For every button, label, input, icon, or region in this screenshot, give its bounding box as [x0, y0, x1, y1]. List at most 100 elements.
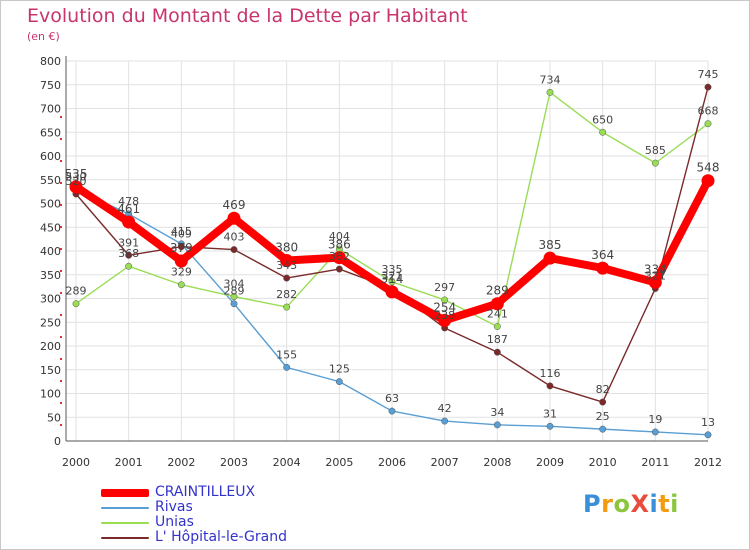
legend-label: L' Hôpital-le-Grand: [155, 529, 287, 545]
data-label: 385: [539, 238, 562, 252]
legend-item: CRAINTILLEUX: [101, 485, 287, 500]
y-tick-label: 800: [40, 55, 61, 68]
data-point: [332, 251, 346, 265]
legend-label: CRAINTILLEUX: [155, 484, 256, 500]
data-label: 19: [648, 413, 662, 426]
x-tick-label: 2012: [694, 456, 722, 469]
data-point: [438, 313, 452, 327]
legend-swatch: [101, 488, 149, 497]
data-label: 520: [66, 175, 87, 188]
data-point: [493, 323, 501, 330]
data-label: 116: [540, 367, 561, 380]
data-point: [441, 296, 449, 304]
legend-swatch: [101, 536, 149, 539]
y-tick-label: 150: [40, 364, 61, 377]
data-point: [385, 285, 399, 299]
axis-dot-mark: [60, 424, 62, 426]
data-label: 364: [591, 248, 614, 262]
data-label: 391: [118, 236, 139, 249]
data-point: [651, 159, 659, 167]
data-point: [546, 422, 554, 430]
data-label: 535: [65, 167, 88, 181]
data-label: 31: [543, 407, 557, 420]
data-label: 289: [224, 285, 245, 298]
data-point: [648, 275, 662, 289]
axis-dot-mark: [60, 270, 62, 272]
y-tick-label: 50: [47, 411, 61, 424]
data-label: 668: [698, 105, 719, 118]
y-tick-label: 200: [40, 340, 61, 353]
y-tick-label: 250: [40, 316, 61, 329]
x-tick-label: 2002: [167, 456, 195, 469]
data-point: [283, 303, 291, 311]
legend-swatch: [101, 521, 149, 524]
data-point: [546, 382, 554, 390]
data-point: [335, 378, 343, 386]
data-label: 745: [698, 68, 719, 81]
data-label: 380: [275, 241, 298, 255]
data-label: 386: [328, 238, 351, 252]
data-point: [704, 83, 712, 91]
x-tick-label: 2001: [115, 456, 143, 469]
x-tick-label: 2011: [641, 456, 669, 469]
data-label: 13: [701, 416, 715, 429]
data-label: 343: [276, 259, 297, 272]
data-point: [493, 348, 501, 356]
data-label: 734: [540, 73, 561, 86]
axis-dot-mark: [60, 138, 62, 140]
axis-dot-mark: [60, 226, 62, 228]
chart-title: Evolution du Montant de la Dette par Hab…: [27, 5, 468, 27]
y-tick-label: 400: [40, 245, 61, 258]
data-point: [599, 425, 607, 433]
data-label: 63: [385, 392, 399, 405]
data-point: [283, 363, 291, 371]
legend: CRAINTILLEUX Rivas Unias L' Hôpital-le-Gran…: [101, 485, 287, 545]
logo-letter: P: [583, 490, 602, 518]
logo-letter: i: [670, 490, 679, 518]
data-point: [493, 421, 501, 429]
data-label: 329: [171, 266, 192, 279]
data-label: 403: [224, 231, 245, 244]
data-label: 82: [596, 383, 610, 396]
x-tick-label: 2008: [483, 456, 511, 469]
data-label: 155: [276, 348, 297, 361]
data-label: 334: [644, 262, 667, 276]
legend-item: Unias: [101, 515, 287, 530]
y-tick-label: 650: [40, 126, 61, 139]
y-tick-label: 100: [40, 388, 61, 401]
data-point: [599, 398, 607, 406]
data-label: 304: [224, 278, 245, 291]
data-point: [596, 261, 610, 275]
data-label: 530: [66, 170, 87, 183]
data-label: 335: [382, 263, 403, 276]
logo-letter: o: [613, 490, 631, 518]
x-tick-label: 2007: [431, 456, 459, 469]
data-label: 241: [487, 308, 508, 321]
data-label: 469: [223, 198, 246, 212]
y-tick-label: 550: [40, 174, 61, 187]
data-point: [69, 180, 83, 194]
data-point: [122, 215, 136, 229]
logo-letter: t: [658, 490, 671, 518]
data-label: 409: [171, 228, 192, 241]
data-point: [230, 293, 238, 301]
data-label: 289: [66, 285, 87, 298]
data-label: 297: [434, 281, 455, 294]
data-label: 404: [329, 230, 350, 243]
logo-letter: i: [649, 490, 659, 518]
y-tick-label: 300: [40, 293, 61, 306]
data-label: 585: [645, 144, 666, 157]
legend-label: Rivas: [155, 499, 193, 515]
data-point: [230, 300, 238, 308]
data-label: 548: [697, 161, 720, 175]
data-point: [280, 254, 294, 267]
axis-dot-mark: [60, 336, 62, 338]
data-point: [174, 254, 188, 268]
data-label: 289: [486, 284, 509, 298]
data-label: 254: [433, 300, 456, 314]
data-label: 34: [490, 406, 504, 419]
data-point: [125, 251, 133, 259]
data-label: 368: [118, 247, 139, 260]
y-tick-label: 450: [40, 221, 61, 234]
